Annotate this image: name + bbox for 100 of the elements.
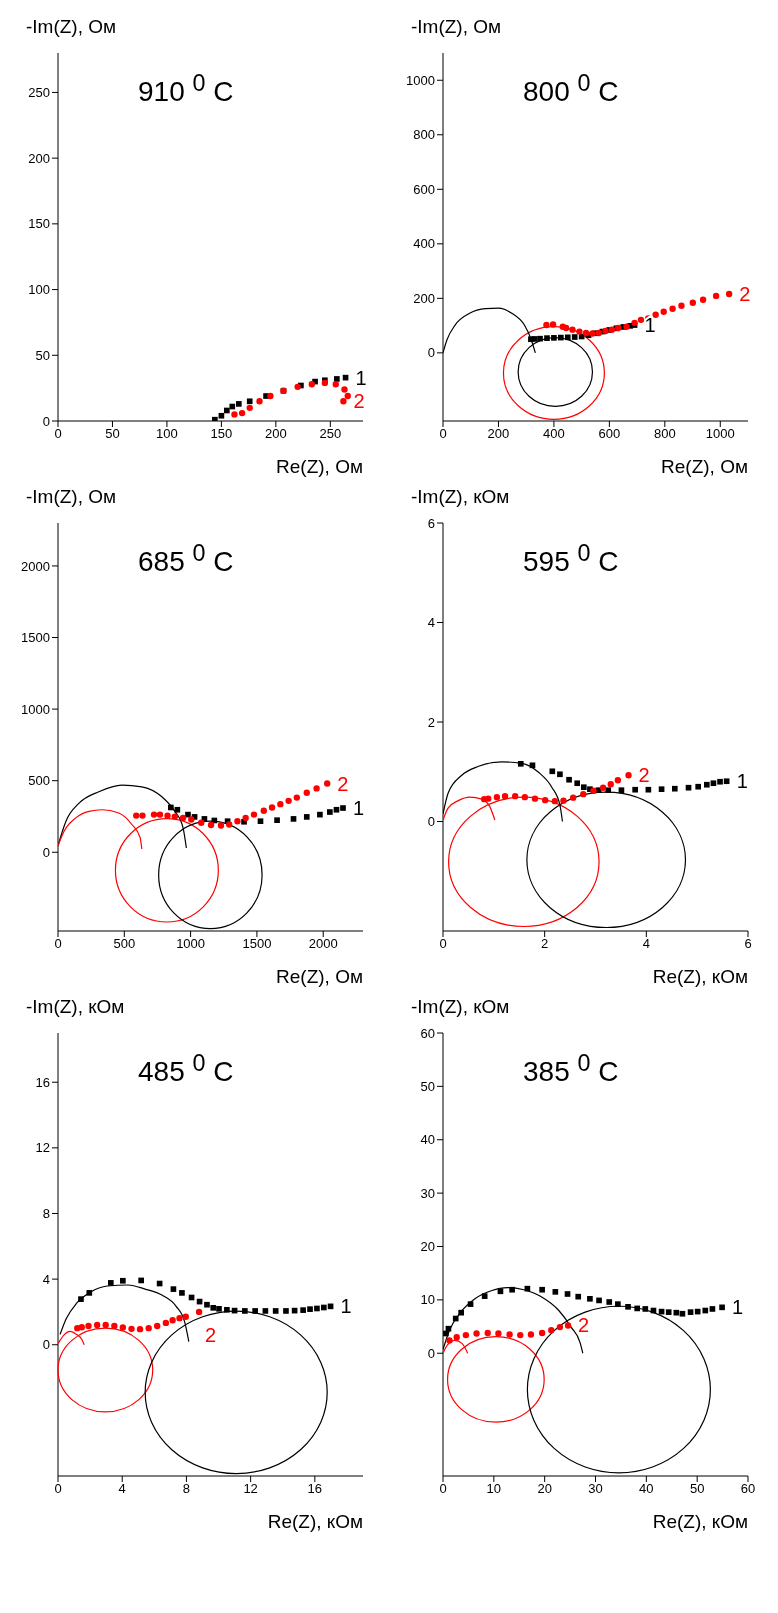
point: [660, 308, 667, 315]
point: [564, 1322, 572, 1329]
y-tick-label: 0: [42, 1337, 50, 1353]
y-tick-label: 800: [413, 127, 435, 143]
point: [224, 1306, 230, 1313]
point: [564, 1291, 571, 1297]
point: [119, 1324, 127, 1331]
point: [290, 816, 297, 822]
x-tick-label: 800: [653, 426, 676, 442]
point: [599, 784, 607, 791]
point: [341, 386, 348, 393]
x-tick-label: 10: [486, 1481, 502, 1497]
point: [576, 328, 583, 335]
point: [283, 1308, 289, 1314]
point: [560, 797, 567, 804]
point: [687, 1309, 694, 1315]
text: 800 $^{0}$ C: [523, 70, 619, 109]
point: [111, 1322, 118, 1330]
point: [571, 334, 578, 340]
point: [224, 407, 230, 414]
point: [580, 790, 587, 798]
point: [517, 760, 524, 767]
point: [665, 1309, 672, 1315]
x-tick-label: 50: [105, 426, 120, 442]
point: [566, 776, 572, 783]
y-tick-label: 0: [42, 413, 50, 429]
point: [458, 1309, 464, 1316]
point: [262, 1308, 269, 1314]
x-axis-title: Re(Z), Ом: [276, 456, 363, 477]
point: [198, 819, 205, 826]
point: [285, 797, 292, 805]
line-series: [58, 1330, 85, 1346]
y-tick-label: 0: [427, 1345, 435, 1361]
point: [642, 1306, 649, 1312]
point: [303, 789, 310, 796]
y-tick-label: 16: [35, 1074, 50, 1090]
point: [497, 1288, 504, 1295]
point: [544, 335, 550, 341]
point: [128, 1325, 135, 1333]
point: [539, 1286, 545, 1293]
x-tick-label: 1000: [176, 936, 206, 952]
y-tick-label: 100: [28, 282, 50, 298]
x-tick-label: 0: [54, 936, 62, 952]
point: [694, 1308, 701, 1315]
point: [625, 1303, 631, 1310]
point: [645, 786, 652, 793]
point: [558, 334, 564, 341]
point: [327, 809, 333, 815]
point: [250, 811, 258, 818]
text: 910 $^{0}$ C: [138, 70, 234, 109]
x-tick-label: 40: [639, 1481, 654, 1497]
point: [317, 811, 323, 818]
point: [531, 336, 538, 342]
point: [506, 1331, 513, 1338]
x-tick-label: 60: [740, 1481, 756, 1497]
point: [85, 1322, 92, 1330]
point: [543, 321, 550, 329]
point: [614, 777, 622, 784]
x-tick-label: 500: [113, 936, 136, 952]
point: [133, 812, 140, 819]
line-series: [443, 796, 496, 821]
point: [274, 817, 280, 824]
text: 385 $^{0}$ C: [523, 1050, 619, 1089]
x-tick-label: 4: [642, 936, 650, 952]
point: [293, 794, 301, 801]
point: [229, 403, 236, 410]
point: [549, 321, 557, 328]
text: 685 $^{0}$ C: [138, 540, 234, 579]
point: [216, 1305, 222, 1312]
x-tick-label: 600: [598, 426, 621, 442]
point: [702, 1307, 709, 1314]
y-axis-title: -Im(Z), Ом: [26, 486, 117, 508]
point: [689, 299, 697, 306]
point: [605, 787, 612, 794]
point: [257, 818, 264, 825]
point: [231, 411, 238, 418]
point: [723, 778, 730, 785]
point: [652, 311, 659, 318]
point: [238, 409, 246, 417]
point: [625, 772, 632, 779]
y-tick-label: 200: [413, 290, 435, 306]
point: [242, 814, 249, 822]
point: [210, 1305, 217, 1311]
point: [551, 335, 557, 341]
y-tick-label: 12: [35, 1140, 50, 1156]
point: [673, 1309, 680, 1316]
point: [217, 822, 225, 829]
point: [300, 1307, 306, 1313]
point: [517, 1331, 524, 1339]
point: [252, 1308, 258, 1314]
point: [462, 1331, 470, 1339]
point: [557, 771, 563, 778]
point: [719, 1304, 725, 1311]
point: [606, 1299, 613, 1305]
point: [501, 792, 509, 800]
x-tick-label: 20: [537, 1481, 552, 1497]
x-tick-label: 1000: [705, 426, 735, 442]
point: [538, 1329, 546, 1337]
point: [242, 1308, 248, 1314]
point: [511, 792, 519, 800]
